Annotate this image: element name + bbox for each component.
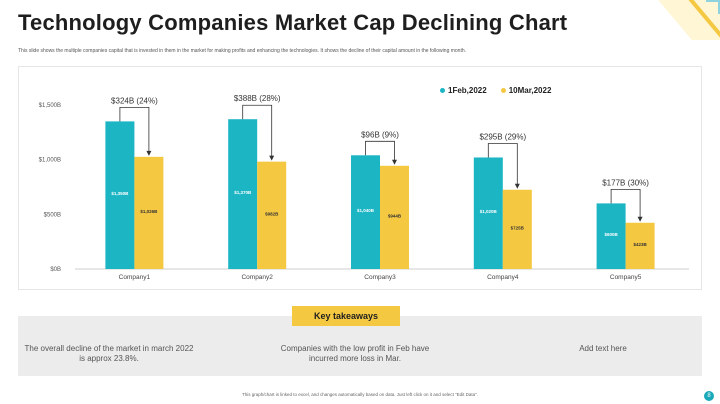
bar-label-series1: $1,040B [357,208,375,213]
legend-item-series2: 10Mar,2022 [500,86,552,95]
footer-note: This graph/chart is linked to excel, and… [241,392,479,397]
annotation-arrowhead [392,159,397,165]
page-subtitle: This slide shows the multiple companies … [18,48,467,54]
annotation-label: $96B (9%) [361,130,399,139]
y-tick-label: $500B [44,212,61,218]
legend-swatch-series2 [500,88,506,93]
chart-legend: 1Feb,2022 10Mar,2022 [440,86,551,95]
annotation-label: $388B (28%) [234,94,281,103]
corner-decoration [610,0,720,40]
x-tick-label: Company2 [241,274,273,281]
bar-label-series2: $1,026B [140,209,158,214]
bar-series2 [502,189,532,269]
takeaway-item-1: The overall decline of the market in mar… [24,344,194,363]
bar-label-series1: $1,350B [111,191,129,196]
annotation-bracket [365,140,395,162]
bar-series1 [473,157,503,269]
x-tick-label: Company4 [487,274,519,281]
bar-series2 [257,161,287,269]
annotation-bracket [119,107,150,153]
bar-label-series1: $1,020B [480,209,498,214]
legend-swatch-series1 [440,88,445,93]
takeaway-item-2: Companies with the low profit in Feb hav… [280,344,430,363]
chart-container: $0B $500B $1,000B $1,500B $1,350B $1,026B Comp… [18,66,702,290]
bar-label-series1: $1,370B [234,190,252,195]
legend-label-series2: 10Mar,2022 [508,86,552,95]
page-title: Technology Companies Market Cap Declinin… [18,10,568,35]
annotation-arrowhead [146,150,152,156]
bar-label-series2: $423B [633,242,647,247]
bar-series1 [351,155,380,269]
bar-series2 [380,165,409,269]
annotation-label: $295B (29%) [479,132,526,141]
x-tick-label: Company3 [364,274,396,281]
bar-label-series2: $982B [265,211,279,216]
annotation-arrowhead [514,183,520,189]
annotation-label: $177B (30%) [602,178,649,187]
page-number: 8 [704,391,714,401]
bar-series2 [625,222,655,269]
bar-label-series2: $725B [511,225,525,230]
y-tick-label: $0B [50,267,61,273]
annotation-arrowhead [637,216,643,222]
annotation-arrowhead [269,155,275,161]
bar-series1 [105,121,135,270]
y-tick-label: $1,500B [39,103,61,109]
bar-series2 [134,156,164,269]
bar-label-series1: $600B [604,232,618,237]
legend-label-series1: 1Feb,2022 [448,86,487,95]
bar-label-series2: $944B [388,213,402,218]
x-tick-label: Company1 [119,274,151,281]
key-takeaways-label: Key takeaways [292,306,400,326]
annotation-bracket [242,104,273,158]
annotation-bracket [487,143,518,186]
key-takeaways-panel [18,316,702,376]
takeaway-item-3: Add text here [579,344,627,353]
x-tick-label: Company5 [610,274,642,281]
legend-item-series1: 1Feb,2022 [440,86,487,95]
annotation-bracket [610,189,641,219]
annotation-label: $324B (24%) [111,96,158,105]
y-tick-label: $1,000B [39,158,61,164]
bar-series1 [596,203,626,269]
bar-chart: $0B $500B $1,000B $1,500B $1,350B $1,026B Comp… [39,94,689,281]
bar-series1 [228,119,258,269]
